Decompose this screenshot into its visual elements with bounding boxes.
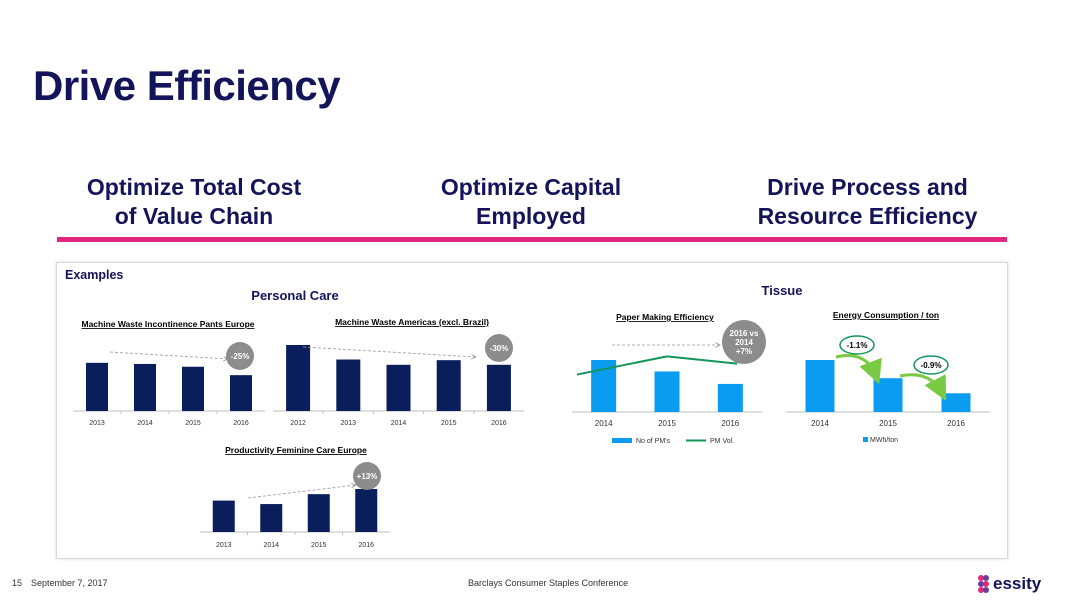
essity-wordmark: essity [993, 574, 1042, 593]
chart4-legend-label: PM Vol. [710, 438, 734, 445]
chart3-bar [307, 494, 330, 532]
chart3-callout-bubble [353, 462, 381, 490]
chart2-tick-label: 2015 [441, 420, 457, 427]
chart5-bar [873, 378, 903, 412]
chart5-callout-1-text: -1.1% [847, 341, 868, 350]
chart4-callout-text-line: 2014 [735, 338, 753, 347]
chart1-bar [86, 362, 108, 411]
chart5-legend-label: MWh/ton [870, 437, 898, 444]
chart5-callout-2-text: -0.9% [921, 361, 942, 370]
divider-bar [57, 237, 1007, 242]
chart2-callout-bubble [485, 334, 513, 362]
chart2-bar [336, 359, 361, 411]
chart4-tick-label: 2015 [658, 419, 676, 428]
chart5-arrow-2 [899, 373, 947, 401]
chart2-bar [486, 364, 511, 411]
chart4-legend-label: No of PM's [636, 438, 671, 445]
chart1-bar [230, 375, 252, 411]
chart1-callout-text-line: -25% [231, 352, 250, 361]
chart3-callout-text-line: +13% [357, 472, 378, 481]
chart1-tick-label: 2014 [137, 420, 153, 427]
chart4-line [576, 355, 738, 376]
chart5-legend-swatch [863, 437, 868, 442]
chart2-bar [436, 360, 461, 411]
chart1-trend-line [109, 351, 228, 359]
chart3-tick-label: 2015 [311, 542, 327, 549]
chart4-callout-text-line: 2016 vs [730, 329, 759, 338]
pillar-process-efficiency: Drive Process and Resource Efficiency [757, 174, 978, 229]
chart5-callout-1-oval [839, 335, 875, 355]
chart4-legend-swatch-bars [612, 438, 632, 443]
chart5-bar [805, 360, 835, 412]
chart4-bar [654, 371, 680, 412]
chart2-trend-line [302, 346, 476, 357]
chart2-title: Machine Waste Americas (excl. Brazil) [335, 317, 489, 327]
chart3-tick-label: 2016 [358, 542, 374, 549]
pillar-total-cost: Optimize Total Cost of Value Chain [86, 174, 302, 229]
chart5-title: Energy Consumption / ton [833, 310, 939, 320]
chart1-callout-bubble [226, 342, 254, 370]
chart5-tick-label: 2015 [879, 419, 897, 428]
footer-page-number: 15 [12, 578, 23, 588]
chart1-bar [134, 363, 156, 411]
chart4-tick-label: 2016 [721, 419, 739, 428]
chart2-tick-label: 2016 [491, 420, 507, 427]
slide-title: Drive Efficiency [33, 62, 341, 109]
chart3-title: Productivity Feminine Care Europe [225, 445, 367, 455]
pillar-capital-employed: Optimize Capital Employed [440, 174, 622, 229]
chart5-tick-label: 2016 [947, 419, 965, 428]
chart1-bar [182, 366, 204, 411]
chart2-bar [386, 364, 411, 411]
essity-flower-icon [978, 575, 989, 593]
chart3-tick-label: 2013 [216, 542, 232, 549]
footer-date: September 7, 2017 [31, 578, 108, 588]
chart2-callout-text-line: -30% [490, 344, 509, 353]
chart4-tick-label: 2014 [595, 419, 613, 428]
essity-logo: essity [978, 574, 1042, 593]
chart2-tick-label: 2012 [290, 420, 306, 427]
chart3-bar [212, 500, 235, 532]
chart2-bar [286, 345, 311, 411]
chart1-tick-label: 2015 [185, 420, 201, 427]
chart5-tick-label: 2014 [811, 419, 829, 428]
chart1-tick-label: 2013 [89, 420, 105, 427]
chart2-tick-label: 2013 [341, 420, 357, 427]
chart5-arrow-1 [835, 354, 882, 385]
chart5-callout-2-oval [913, 355, 949, 375]
chart1-title: Machine Waste Incontinence Pants Europe [81, 319, 254, 329]
chart3-tick-label: 2014 [263, 542, 279, 549]
chart5-bar [941, 393, 971, 412]
chart2-tick-label: 2014 [391, 420, 407, 427]
chart3-bar [355, 489, 378, 532]
personal-care-label: Personal Care [251, 288, 338, 303]
chart3-trend-line [247, 485, 356, 499]
chart4-callout-bubble [722, 320, 766, 364]
chart4-callout-text-line: +7% [736, 347, 752, 356]
chart1-tick-label: 2016 [233, 420, 249, 427]
examples-label: Examples [65, 268, 123, 282]
footer-conference: Barclays Consumer Staples Conference [468, 578, 629, 588]
chart4-title: Paper Making Efficiency [616, 312, 714, 322]
tissue-label: Tissue [762, 283, 803, 298]
chart4-bar [717, 383, 743, 412]
chart3-bar [260, 504, 283, 532]
